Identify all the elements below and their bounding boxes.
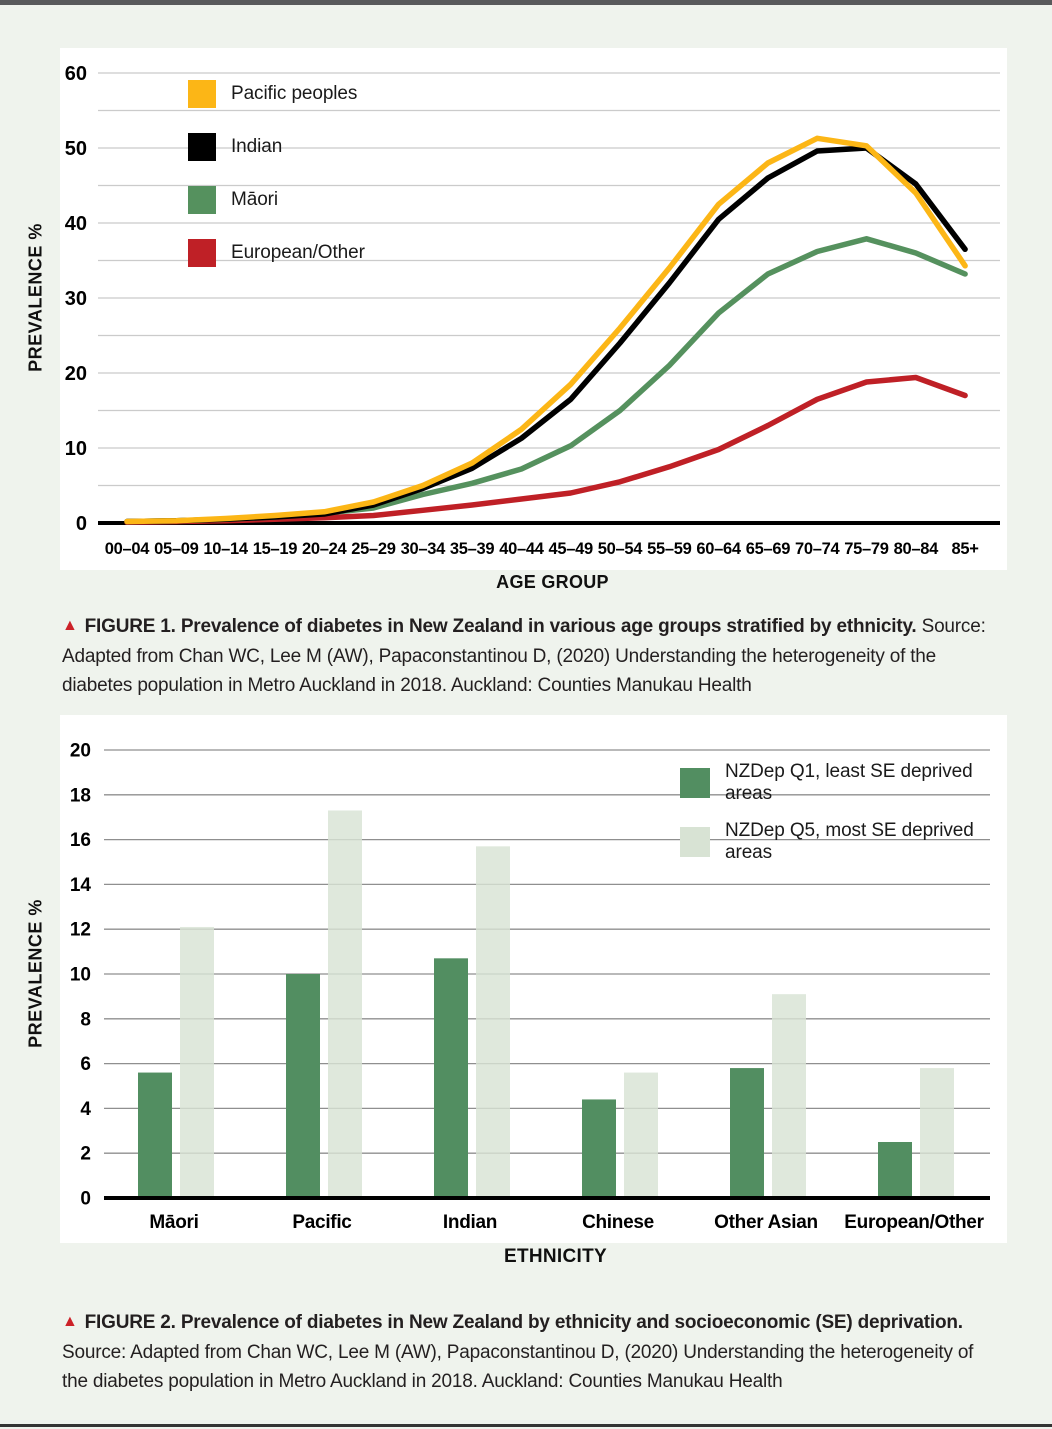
y-tick-label: 12 bbox=[70, 920, 91, 941]
bottom-border-rule bbox=[0, 1424, 1052, 1427]
figure1-x-axis-label: AGE GROUP bbox=[496, 572, 609, 592]
figure2-panel: 0 2 4 6 8 10 12 14 16 18 20 Māori Pacific Indian Chine… bbox=[60, 715, 1007, 1243]
x-tick-label: 45–49 bbox=[549, 540, 594, 558]
figure2-caption-source: Source: Adapted from Chan WC, Lee M (AW)… bbox=[62, 1342, 974, 1392]
x-tick-label: 20–24 bbox=[302, 540, 348, 558]
legend-swatch-icon bbox=[188, 133, 216, 161]
bar-nzdep-q1-other-asian bbox=[730, 1068, 764, 1198]
x-tick-label: 30–34 bbox=[401, 540, 447, 558]
bar-nzdep-q5-pacific bbox=[328, 810, 362, 1198]
legend-swatch-icon bbox=[680, 827, 710, 857]
x-tick-label: Chinese bbox=[582, 1212, 654, 1233]
y-tick-label: 14 bbox=[70, 875, 92, 896]
x-tick-label: Other Asian bbox=[714, 1212, 818, 1233]
y-tick-label: 40 bbox=[65, 213, 87, 235]
y-tick-label: 18 bbox=[70, 785, 91, 806]
legend-item-m-ori: Māori bbox=[188, 186, 365, 214]
figure1-y-axis-label: PREVALENCE % bbox=[25, 223, 46, 372]
x-tick-label: 55–59 bbox=[647, 540, 692, 558]
legend-label: European/Other bbox=[231, 242, 365, 263]
bar-nzdep-q1-european-other bbox=[878, 1142, 912, 1198]
x-tick-label: 85+ bbox=[952, 540, 979, 558]
bar-nzdep-q5-other-asian bbox=[772, 994, 806, 1198]
bar-nzdep-q1-indian bbox=[434, 958, 468, 1198]
figure1-caption-title: FIGURE 1. Prevalence of diabetes in New … bbox=[84, 616, 917, 637]
y-tick-label: 20 bbox=[65, 363, 87, 385]
y-tick-label: 6 bbox=[80, 1054, 91, 1075]
figure1-line-chart: 0 10 20 30 40 50 60 00–04 05–09 10–14 15–19 20–24 25… bbox=[65, 63, 1000, 558]
bar-nzdep-q1-pacific bbox=[286, 974, 320, 1198]
legend-item-pacific-peoples: Pacific peoples bbox=[188, 80, 365, 108]
legend-item-indian: Indian bbox=[188, 133, 365, 161]
y-tick-label: 16 bbox=[70, 830, 91, 851]
x-tick-label: 35–39 bbox=[450, 540, 495, 558]
figure2-legend: NZDep Q1, least SE deprived areas NZDep Q… bbox=[680, 761, 1007, 879]
y-tick-label: 60 bbox=[65, 63, 87, 85]
y-tick-label: 2 bbox=[80, 1144, 91, 1165]
x-tick-label: 40–44 bbox=[499, 540, 545, 558]
legend-item-european-other: European/Other bbox=[188, 239, 365, 267]
x-tick-label: 60–64 bbox=[696, 540, 742, 558]
x-tick-label: Pacific bbox=[292, 1212, 352, 1233]
x-tick-label: 65–69 bbox=[746, 540, 791, 558]
y-tick-label: 8 bbox=[80, 1009, 91, 1030]
x-tick-label: Indian bbox=[443, 1212, 497, 1233]
series-line-european-other bbox=[124, 374, 968, 526]
y-tick-label: 4 bbox=[80, 1099, 91, 1120]
x-tick-label: 70–74 bbox=[795, 540, 841, 558]
x-tick-label: 80–84 bbox=[894, 540, 940, 558]
figure1-caption: ▲ FIGURE 1. Prevalence of diabetes in New… bbox=[62, 612, 997, 700]
x-tick-label: 50–54 bbox=[598, 540, 644, 558]
figure2-bar-chart: 0 2 4 6 8 10 12 14 16 18 20 Māori Pacific Indian Chine… bbox=[70, 741, 990, 1233]
bar-nzdep-q5-indian bbox=[476, 846, 510, 1198]
x-tick-label: 05–09 bbox=[154, 540, 199, 558]
x-tick-label: 25–29 bbox=[351, 540, 396, 558]
y-tick-label: 10 bbox=[70, 965, 91, 986]
legend-item-nzdep-q1-least-se-deprived-areas: NZDep Q1, least SE deprived areas bbox=[680, 761, 1007, 805]
bar-nzdep-q1-chinese bbox=[582, 1099, 616, 1198]
figure2-y-axis-label: PREVALENCE % bbox=[25, 899, 46, 1048]
bar-nzdep-q5-chinese bbox=[624, 1072, 658, 1198]
y-tick-label: 0 bbox=[80, 1189, 91, 1210]
y-tick-label: 20 bbox=[70, 741, 91, 762]
bar-nzdep-q5-m-ori bbox=[180, 926, 214, 1198]
x-tick-label: 10–14 bbox=[203, 540, 249, 558]
legend-label: Māori bbox=[231, 189, 279, 210]
x-tick-label: 15–19 bbox=[253, 540, 298, 558]
y-tick-label: 0 bbox=[76, 513, 87, 535]
figure1-caption-source: Source: Adapted from Chan WC, Lee M (AW)… bbox=[62, 616, 986, 696]
x-tick-label: European/Other bbox=[844, 1212, 984, 1233]
y-tick-label: 10 bbox=[65, 438, 87, 460]
y-tick-label: 30 bbox=[65, 288, 87, 310]
figure1-panel: 0 10 20 30 40 50 60 00–04 05–09 10–14 15–19 20–24 25… bbox=[60, 48, 1007, 570]
legend-label: Pacific peoples bbox=[231, 83, 358, 104]
legend-swatch-icon bbox=[188, 80, 216, 108]
y-tick-label: 50 bbox=[65, 138, 87, 160]
legend-label: NZDep Q5, most SE deprived areas bbox=[725, 820, 974, 863]
bar-nzdep-q5-european-other bbox=[920, 1068, 954, 1198]
figure1-legend: Pacific peoples Indian Māori European/Other bbox=[188, 80, 365, 292]
figure2-caption-triangle-icon: ▲ bbox=[62, 1313, 78, 1330]
legend-item-nzdep-q5-most-se-deprived-areas: NZDep Q5, most SE deprived areas bbox=[680, 820, 1007, 864]
figure2-caption: ▲ FIGURE 2. Prevalence of diabetes in New… bbox=[62, 1308, 997, 1396]
series-line-pacific-peoples bbox=[124, 135, 968, 525]
figure2-x-axis-label: ETHNICITY bbox=[504, 1246, 607, 1267]
top-border-bar bbox=[0, 0, 1052, 5]
legend-label: Indian bbox=[231, 136, 283, 157]
legend-swatch-icon bbox=[680, 768, 710, 798]
x-tick-label: 75–79 bbox=[844, 540, 889, 558]
legend-swatch-icon bbox=[188, 239, 216, 267]
x-tick-label: 00–04 bbox=[105, 540, 151, 558]
legend-label: NZDep Q1, least SE deprived areas bbox=[725, 761, 973, 804]
bar-nzdep-q1-m-ori bbox=[138, 1072, 172, 1198]
x-tick-label: Māori bbox=[149, 1212, 198, 1233]
figure2-caption-title: FIGURE 2. Prevalence of diabetes in New … bbox=[84, 1312, 963, 1333]
figure1-caption-triangle-icon: ▲ bbox=[62, 617, 78, 634]
legend-swatch-icon bbox=[188, 186, 216, 214]
